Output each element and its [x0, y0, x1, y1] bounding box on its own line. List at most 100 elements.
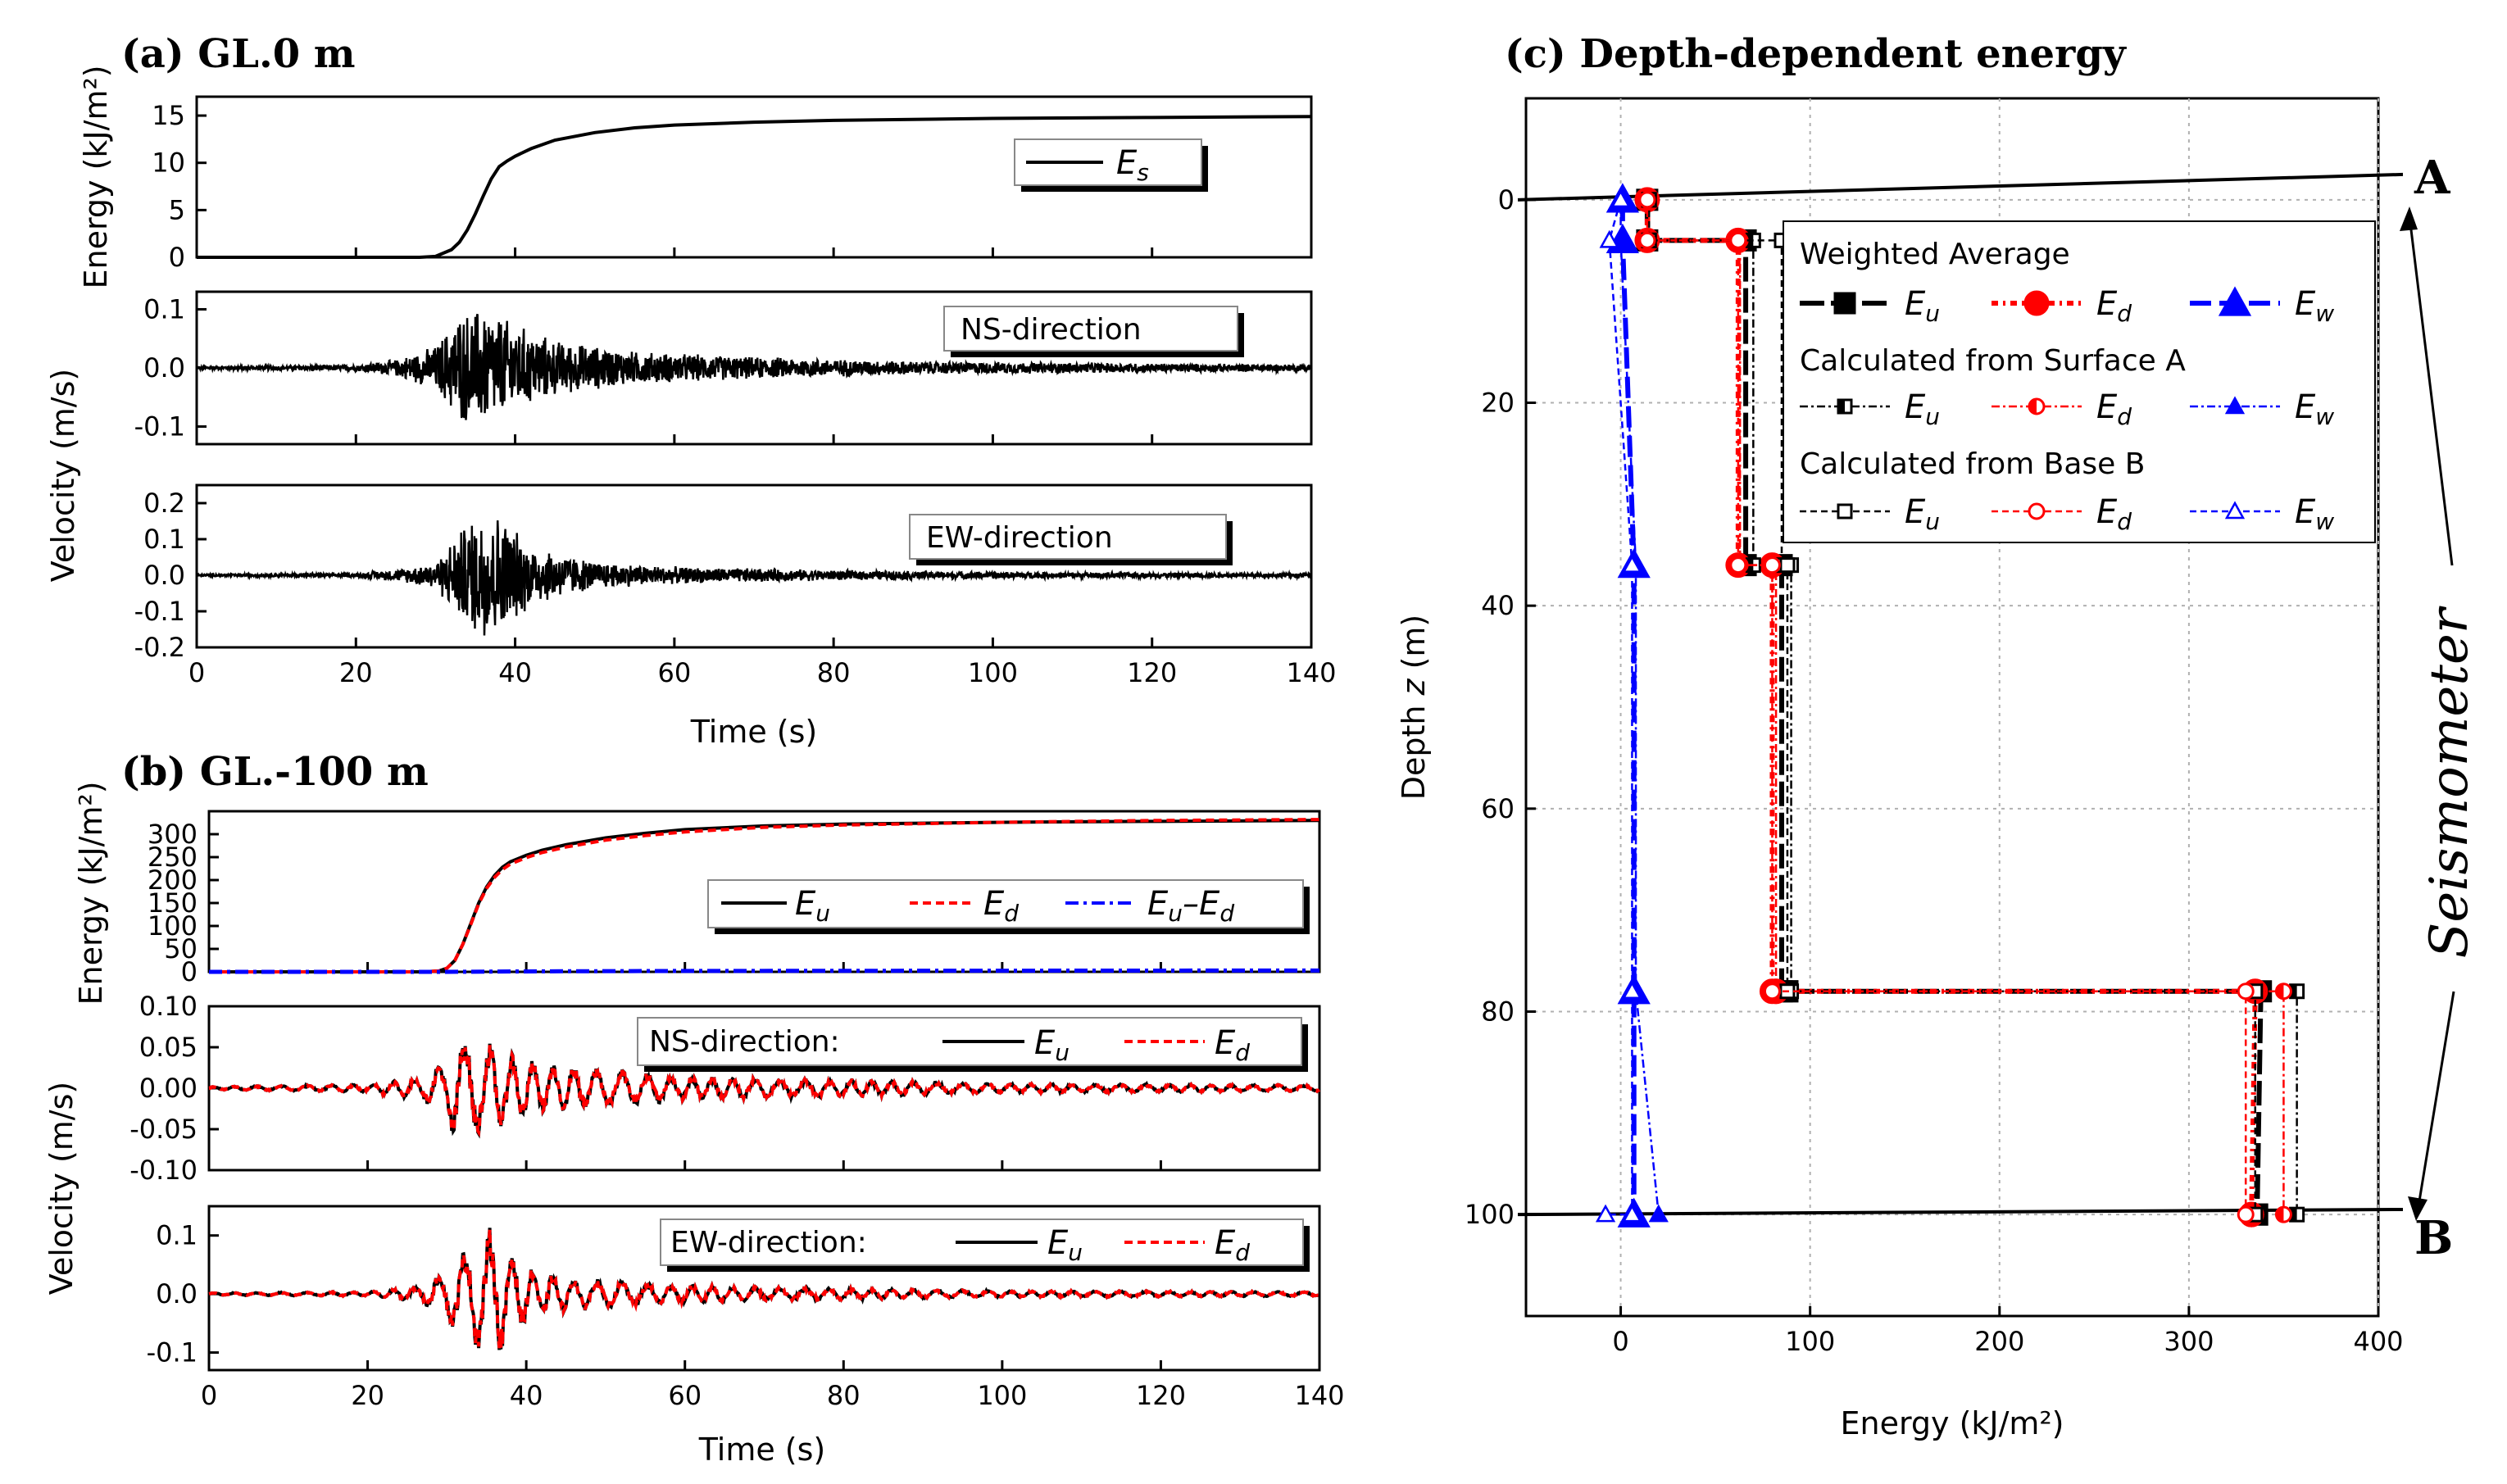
marker-square-half-fill	[1838, 400, 1845, 413]
y-tick-label: 0.05	[139, 1032, 198, 1063]
x-tick-label: 140	[1294, 1380, 1344, 1411]
marker-circle-open	[1729, 231, 1747, 249]
panel-a-ns-plot: -0.1 0.0 0.1 NS-direction	[134, 290, 1313, 446]
y-tick-label: -0.05	[129, 1114, 198, 1145]
velocity-trace-ns	[196, 313, 1313, 420]
x-tick-label: 120	[1127, 657, 1177, 688]
panel-a-energy-plot: 0 5 10 15 Es	[152, 95, 1313, 273]
ew-label-box	[909, 514, 1227, 560]
panel-b-ns-plot: -0.10-0.050.000.050.10 NS-direction: Eu …	[129, 991, 1321, 1186]
marker-circle-open	[1638, 191, 1656, 209]
velocity-trace-ew	[196, 520, 1313, 636]
y-tick-label: 150	[148, 887, 198, 919]
surface-a-line	[1517, 172, 2404, 202]
panel-a-ew-plot: 0 20 40 60 80 100 120 140 -0.2 -0.1 0.0 0.1 0.2 EW-d…	[134, 483, 1337, 688]
y-tick-label: 0.10	[139, 991, 198, 1022]
y-tick-label: 0.1	[156, 1220, 198, 1251]
plot-frame	[195, 95, 1313, 259]
y-tick-label: 100	[148, 910, 198, 942]
panel-a-title: (a) GL.0 m	[121, 31, 356, 77]
x-tick-label: 400	[2353, 1326, 2403, 1357]
y-tick-label: -0.10	[129, 1155, 198, 1186]
y-tick-label: 10	[152, 147, 185, 179]
legend-label-eu: Eu	[1905, 493, 1940, 535]
plot-frame	[195, 483, 1313, 649]
y-tick-label: 0.0	[143, 560, 185, 591]
legend-group-weighted: Weighted Average	[1800, 238, 2070, 271]
y-tick-label: 250	[148, 842, 198, 873]
marker-triangle-open	[1610, 189, 1631, 208]
surface-label-a: A	[2414, 151, 2451, 205]
marker-triangle-open	[1595, 1204, 1616, 1223]
x-tick-label: 200	[1974, 1326, 2024, 1357]
x-tick-label: 60	[668, 1380, 702, 1411]
legend-label-ew: Ew	[2295, 493, 2334, 535]
ew-direction-label: EW-direction	[926, 521, 1113, 555]
y-tick-label: 300	[148, 819, 198, 850]
legend-label-es: Es	[1116, 144, 1149, 186]
y-tick-label: -0.1	[134, 596, 185, 627]
legend-label-ed: Ed	[1215, 1224, 1250, 1266]
base-label-b: B	[2414, 1211, 2453, 1265]
y-tick-label: 0.1	[143, 293, 185, 324]
legend-label-eu: Eu	[795, 885, 830, 927]
x-tick-label: 0	[1612, 1326, 1628, 1357]
panel-b-ew-plot: 0 20 40 60 80 100 120 140 -0.1 0.0 0.1 EW-directio…	[147, 1205, 1345, 1411]
marker-square-half-fill	[2290, 984, 2297, 998]
series-line-es	[197, 115, 1312, 259]
marker-triangle-open	[1622, 981, 1642, 999]
panel-b-title: (b) GL.-100 m	[121, 749, 429, 795]
legend-label-eu: Eu	[1905, 285, 1940, 327]
marker-circle-open	[1763, 983, 1781, 1001]
marker-circle-open	[1729, 556, 1747, 574]
ns-direction-label: NS-direction	[961, 313, 1142, 347]
x-tick-label: 20	[339, 657, 373, 688]
panel-a-energy-ylabel: Energy (kJ/m²)	[78, 65, 114, 288]
marker-triangle-open	[1622, 555, 1642, 573]
arrow-to-b	[2416, 991, 2455, 1212]
y-tick-label: 50	[164, 933, 198, 964]
panel-c-ylabel: Depth z (m)	[1396, 615, 1432, 801]
ew-direction-label: EW-direction:	[670, 1226, 867, 1259]
panel-a-velocity-ylabel: Velocity (m/s)	[45, 369, 81, 582]
y-tick-label: 200	[148, 865, 198, 896]
legend-label-ed: Ed	[1215, 1024, 1250, 1066]
x-tick-label: 40	[510, 1380, 543, 1411]
ns-label-box	[943, 306, 1238, 352]
x-tick-label: 100	[977, 1380, 1027, 1411]
legend-label-ew: Ew	[2295, 388, 2334, 430]
arrow-head-b	[2408, 1196, 2428, 1221]
marker-circle-half-fill	[2029, 399, 2037, 414]
x-tick-label: 0	[188, 657, 205, 688]
marker-square-half-fill	[2290, 1208, 2297, 1222]
legend-label-ed: Ed	[983, 885, 1019, 927]
velocity-trace-ed	[208, 1229, 1320, 1349]
y-tick-label: 5	[169, 194, 185, 225]
y-tick-label: 40	[1481, 590, 1515, 621]
panel-b-energy-ylabel: Energy (kJ/m²)	[73, 781, 109, 1005]
x-tick-label: 140	[1286, 657, 1336, 688]
legend-label-ed: Ed	[2096, 285, 2132, 327]
legend-label-ew: Ew	[2295, 285, 2334, 327]
panel-b-xlabel: Time (s)	[698, 1432, 826, 1468]
seismometer-label: Seismometer	[2419, 606, 2480, 958]
x-tick-label: 100	[1785, 1326, 1835, 1357]
marker-triangle-open	[1622, 1204, 1642, 1223]
panel-a-xlabel: Time (s)	[690, 714, 818, 750]
marker-triangle-open	[2224, 501, 2246, 520]
y-tick-label: 0.1	[143, 524, 185, 555]
marker-circle-open	[1763, 556, 1781, 574]
y-tick-label: 15	[152, 100, 185, 131]
y-tick-label: 0	[181, 956, 198, 987]
legend-group-surface: Calculated from Surface A	[1800, 344, 2186, 378]
marker-circle-open	[2237, 983, 2255, 1001]
marker-triangle-open	[1599, 229, 1619, 248]
series-line-ed	[209, 818, 1320, 973]
x-tick-label: 120	[1136, 1380, 1186, 1411]
plot-frame	[207, 1205, 1321, 1372]
legend-label-eu: Eu	[1034, 1024, 1070, 1066]
legend-label-ed: Ed	[2096, 388, 2132, 430]
y-tick-label: -0.1	[147, 1337, 198, 1368]
